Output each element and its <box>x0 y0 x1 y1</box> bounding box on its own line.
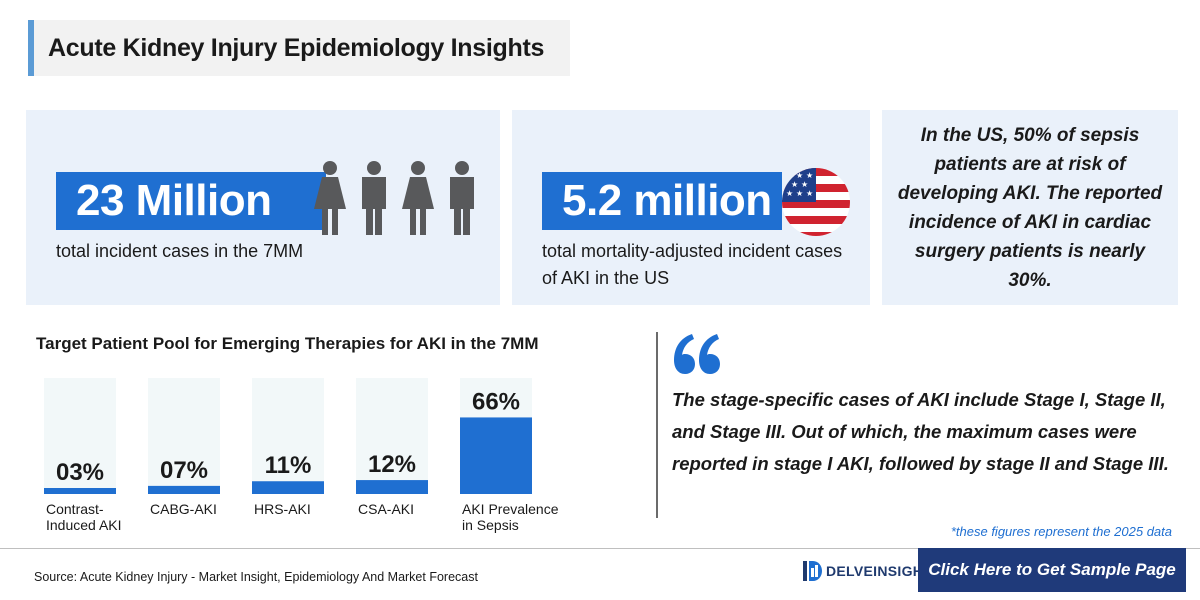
bar <box>252 481 324 494</box>
page-title: Acute Kidney Injury Epidemiology Insight… <box>48 33 545 62</box>
title-box: Acute Kidney Injury Epidemiology Insight… <box>28 20 570 76</box>
bar <box>460 417 532 494</box>
get-sample-page-button[interactable]: Click Here to Get Sample Page <box>918 548 1186 592</box>
bar <box>148 485 220 494</box>
quote-icon <box>674 334 720 374</box>
sepsis-note-card: In the US, 50% of sepsis patients are at… <box>882 110 1178 305</box>
bar-value-label: 11% <box>265 452 312 479</box>
source-text: Source: Acute Kidney Injury - Market Ins… <box>34 570 478 584</box>
svg-text:★: ★ <box>801 180 808 189</box>
svg-text:★: ★ <box>796 171 803 180</box>
bar-track <box>356 378 428 494</box>
bar-value-label: 66% <box>472 388 520 415</box>
svg-text:★: ★ <box>806 171 813 180</box>
svg-text:★: ★ <box>791 180 798 189</box>
sepsis-note: In the US, 50% of sepsis patients are at… <box>897 124 1163 291</box>
bar-category-label: CSA-AKI <box>358 501 414 517</box>
stat-card-incident: 23 Million total incident cases in the 7… <box>26 110 500 305</box>
bar-track <box>252 378 324 494</box>
bar <box>356 480 428 494</box>
bar-value-label: 03% <box>56 459 104 486</box>
footer-divider <box>0 548 1200 549</box>
stat-value-incident: 23 Million <box>56 172 326 230</box>
stat-description-mortality: total mortality-adjusted incident cases … <box>542 241 843 288</box>
svg-text:★: ★ <box>786 171 793 180</box>
bar-category-label: Contrast-Induced AKI <box>46 501 122 533</box>
logo-icon <box>803 561 822 581</box>
bar-chart: 03% Contrast-Induced AKI 07% CABG-AKI 11% HRS… <box>44 378 559 533</box>
svg-text:★: ★ <box>806 189 813 198</box>
people-icon <box>314 161 474 235</box>
bar-track <box>148 378 220 494</box>
stat-description-incident: total incident cases in the 7MM <box>56 241 304 261</box>
svg-text:★: ★ <box>786 189 793 198</box>
bar-value-label: 07% <box>160 457 208 484</box>
svg-text:★: ★ <box>796 189 803 198</box>
bar <box>44 488 116 494</box>
us-flag-icon: ★ ★ ★ ★ ★ ★ ★ ★ <box>782 168 850 236</box>
logo-text: DELVEINSIGHT <box>826 563 933 579</box>
bar-category-label: HRS-AKI <box>254 501 311 517</box>
delveinsight-logo[interactable]: DELVEINSIGHT <box>802 560 932 582</box>
footnote: *these figures represent the 2025 data <box>950 524 1172 539</box>
bar-track <box>44 378 116 494</box>
bar-category-label: CABG-AKI <box>150 501 217 517</box>
bar-value-label: 12% <box>368 451 416 478</box>
quote-text: The stage-specific cases of AKI include … <box>672 389 1169 474</box>
stat-card-mortality: 5.2 million ★ ★ ★ ★ ★ ★ ★ ★ total mortality-a… <box>512 110 870 305</box>
bar-category-label: AKI Prevalence in Sepsis <box>462 501 559 533</box>
stat-value-mortality: 5.2 million <box>542 172 782 230</box>
divider <box>656 332 658 518</box>
chart-title: Target Patient Pool for Emerging Therapi… <box>36 334 539 353</box>
